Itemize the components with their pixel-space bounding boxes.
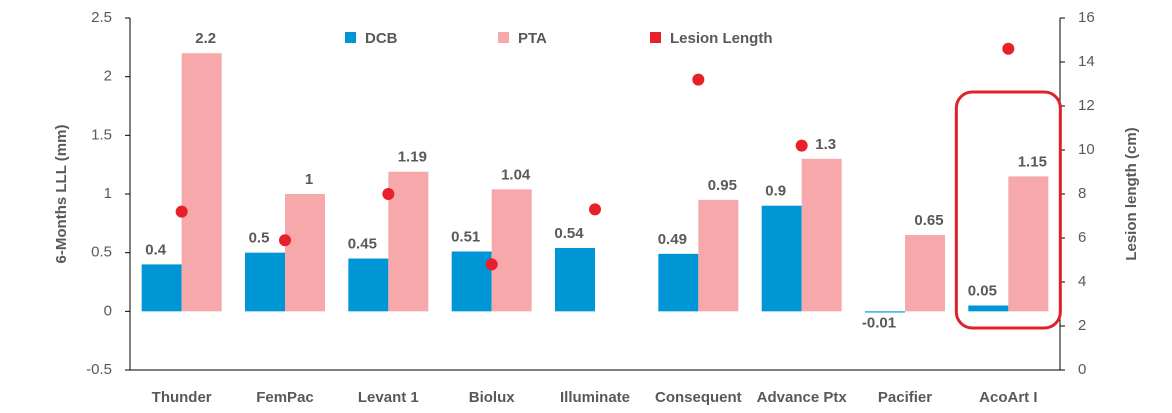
data-label: 0.51 (451, 228, 480, 245)
point (1002, 42, 1015, 55)
data-label: 2.2 (195, 30, 216, 47)
x-tick-label: Advance Ptx (757, 389, 848, 406)
bar (141, 264, 182, 312)
data-label: 0.65 (914, 212, 943, 229)
y-tick-label: 1.5 (91, 126, 112, 143)
bar (761, 205, 802, 312)
data-label: 0.95 (708, 177, 737, 194)
data-label: 0.45 (348, 236, 377, 253)
data-label: 0.5 (249, 230, 270, 247)
legend-swatch (498, 32, 509, 43)
x-tick-label: Consequent (655, 389, 742, 406)
data-label: 1 (305, 171, 313, 188)
data-label: 0.4 (145, 241, 167, 258)
y-tick-label: 1 (104, 185, 112, 202)
data-label: 1.3 (815, 136, 836, 153)
bar (555, 247, 595, 312)
point (692, 73, 705, 86)
bar (348, 258, 389, 312)
bar (905, 235, 945, 312)
y2-tick-label: 8 (1078, 185, 1086, 202)
bar (285, 194, 325, 312)
bar (698, 199, 739, 312)
bar (801, 158, 842, 312)
bar (388, 171, 429, 312)
x-tick-label: Levant 1 (358, 389, 419, 406)
point (485, 258, 498, 271)
y2-tick-label: 10 (1078, 141, 1095, 158)
data-label: -0.01 (862, 314, 896, 331)
y-tick-label: -0.5 (86, 361, 112, 378)
legend-swatch (650, 32, 661, 43)
bar (451, 251, 492, 312)
data-label: 0.54 (554, 225, 584, 242)
data-label: 0.05 (968, 282, 997, 299)
point (795, 139, 808, 152)
y2-tick-label: 6 (1078, 229, 1086, 246)
y2-tick-label: 0 (1078, 361, 1086, 378)
y-axis-label: 6-Months LLL (mm) (53, 125, 70, 264)
data-label: 0.49 (658, 231, 687, 248)
point (589, 203, 601, 216)
y-tick-label: 0.5 (91, 244, 112, 261)
y-tick-label: 0 (104, 302, 112, 319)
data-label: 1.04 (501, 166, 531, 183)
bar (865, 311, 905, 313)
bar (181, 53, 222, 312)
data-label: 0.9 (765, 183, 786, 200)
bar (1008, 176, 1049, 312)
x-tick-label: Biolux (469, 389, 515, 406)
x-tick-label: AcoArt I (979, 389, 1037, 406)
legend-label: Lesion Length (670, 30, 773, 47)
bar (491, 189, 532, 312)
x-tick-label: Thunder (152, 389, 212, 406)
data-label: 1.15 (1018, 153, 1047, 170)
bar (968, 305, 1009, 312)
y2-axis-label: Lesion length (cm) (1123, 127, 1140, 260)
point (279, 234, 291, 247)
y-tick-label: 2.5 (91, 9, 112, 26)
data-label: 1.19 (398, 149, 427, 166)
legend-label: PTA (518, 30, 547, 47)
highlight-box (954, 90, 1062, 330)
bar (245, 252, 285, 312)
legend-label: DCB (365, 30, 398, 47)
x-tick-label: FemPac (256, 389, 314, 406)
y2-tick-label: 4 (1078, 273, 1086, 290)
bar (658, 253, 699, 312)
y-tick-label: 2 (104, 68, 112, 85)
y2-tick-label: 16 (1078, 9, 1095, 26)
point (382, 188, 395, 200)
point (175, 205, 188, 218)
y2-tick-label: 12 (1078, 97, 1095, 114)
y2-tick-label: 14 (1078, 53, 1095, 70)
x-tick-label: Pacifier (878, 389, 932, 406)
y2-tick-label: 2 (1078, 317, 1086, 334)
legend-swatch (345, 32, 356, 43)
x-tick-label: Illuminate (560, 389, 630, 406)
